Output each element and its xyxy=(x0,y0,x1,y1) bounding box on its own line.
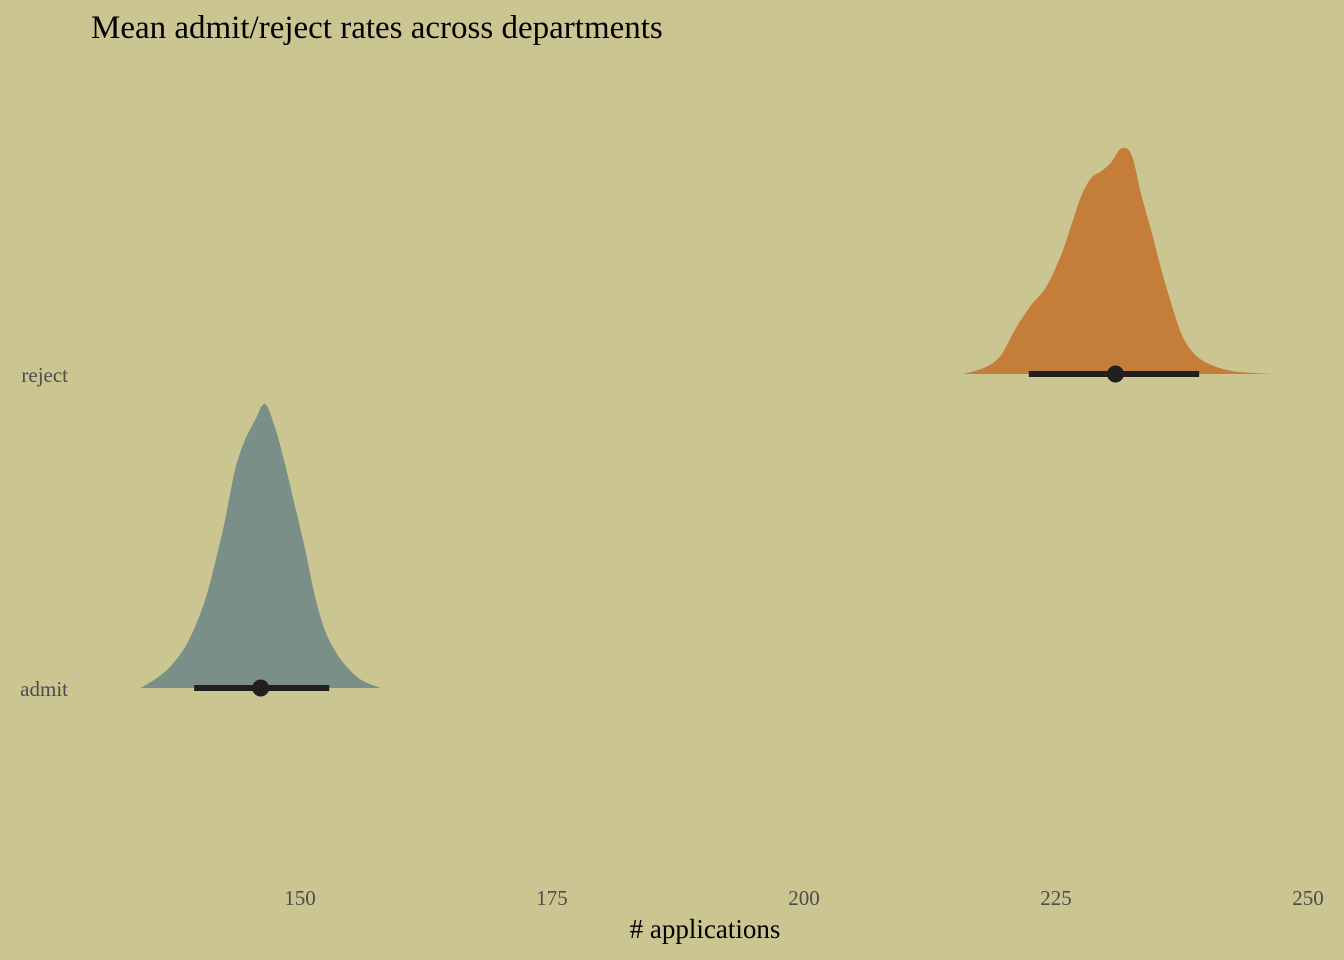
y-label-admit: admit xyxy=(20,677,68,701)
plot-area xyxy=(140,147,1273,697)
x-axis-ticks: 150 175 200 225 250 xyxy=(284,886,1324,910)
x-tick-label: 225 xyxy=(1040,886,1072,910)
x-tick-label: 175 xyxy=(536,886,568,910)
chart-title: Mean admit/reject rates across departmen… xyxy=(91,10,663,46)
density-admit xyxy=(140,403,381,688)
x-tick-label: 250 xyxy=(1292,886,1324,910)
x-axis-label: # applications xyxy=(630,914,781,944)
x-tick-label: 150 xyxy=(284,886,316,910)
y-axis-labels: reject admit xyxy=(20,363,68,701)
point-reject xyxy=(1106,365,1124,383)
y-label-reject: reject xyxy=(21,363,68,387)
x-tick-label: 200 xyxy=(788,886,820,910)
point-admit xyxy=(252,679,270,697)
density-reject xyxy=(963,147,1273,374)
